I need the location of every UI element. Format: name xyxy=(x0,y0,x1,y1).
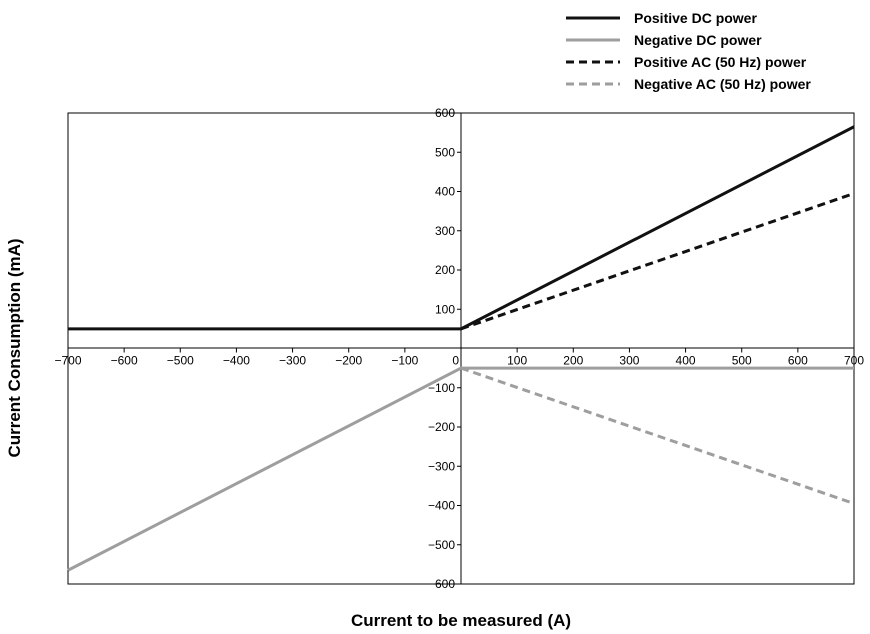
y-tick-label: −500 xyxy=(428,538,455,552)
x-tick-label: −700 xyxy=(54,354,81,368)
y-tick-label: −600 xyxy=(428,577,455,591)
x-tick-label: 300 xyxy=(619,354,639,368)
y-tick-label: −200 xyxy=(428,420,455,434)
x-tick-label: −300 xyxy=(279,354,306,368)
y-tick-label: 500 xyxy=(435,145,455,159)
x-tick-label: 600 xyxy=(788,354,808,368)
y-tick-label: 600 xyxy=(435,106,455,120)
x-tick-label: 500 xyxy=(732,354,752,368)
y-axis-title: Current Consumption (mA) xyxy=(5,238,24,457)
y-tick-label: −100 xyxy=(428,381,455,395)
y-tick-label: −300 xyxy=(428,459,455,473)
legend-label-2: Negative DC power xyxy=(634,32,762,48)
x-tick-label: −500 xyxy=(167,354,194,368)
series-line-3 xyxy=(460,192,855,331)
legend: Positive DC power Negative DC power Positi… xyxy=(566,10,811,92)
x-tick-label: 400 xyxy=(676,354,696,368)
x-tick-label: 700 xyxy=(844,354,864,368)
ticks-layer: −700 −600 −500 −400 −300 −200 −100 0 100 200 300 40… xyxy=(54,106,864,591)
x-tick-label: −100 xyxy=(391,354,418,368)
legend-label-3: Positive AC (50 Hz) power xyxy=(634,54,807,70)
series-line-4 xyxy=(460,366,855,505)
legend-label-4: Negative AC (50 Hz) power xyxy=(634,76,811,92)
x-tick-label: −600 xyxy=(111,354,138,368)
x-axis-title: Current to be measured (A) xyxy=(351,611,571,630)
y-tick-label: 400 xyxy=(435,185,455,199)
x-tick-label: 200 xyxy=(563,354,583,368)
y-tick-label: 300 xyxy=(435,224,455,238)
y-tick-label: 100 xyxy=(435,302,455,316)
x-tick-label: −200 xyxy=(335,354,362,368)
y-tick-label: −400 xyxy=(428,499,455,513)
series-layer xyxy=(67,125,855,572)
legend-label-1: Positive DC power xyxy=(634,10,757,26)
x-tick-label: 0 xyxy=(452,354,459,368)
x-tick-label: −400 xyxy=(223,354,250,368)
x-tick-label: 100 xyxy=(507,354,527,368)
y-tick-label: 200 xyxy=(435,263,455,277)
